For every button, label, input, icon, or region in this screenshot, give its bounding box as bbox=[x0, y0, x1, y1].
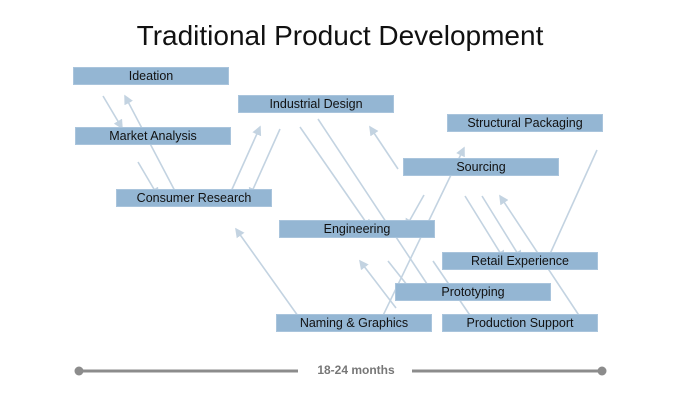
stage-sourcing: Sourcing bbox=[403, 158, 559, 176]
connector-arrow bbox=[299, 126, 371, 230]
connector-arrow bbox=[248, 128, 281, 198]
stage-market-analysis: Market Analysis bbox=[75, 127, 231, 145]
stage-retail-experience: Retail Experience bbox=[442, 252, 598, 270]
connector-arrow bbox=[481, 195, 522, 261]
connector-arrow bbox=[543, 149, 598, 267]
connector-arrow bbox=[228, 125, 262, 197]
connector-arrow bbox=[359, 259, 397, 309]
timeline-end-dot bbox=[597, 366, 607, 376]
stage-prototyping: Prototyping bbox=[395, 283, 551, 301]
timeline-start-dot bbox=[74, 366, 84, 376]
connector-arrow bbox=[369, 125, 399, 170]
stage-engineering: Engineering bbox=[279, 220, 435, 238]
connector-arrow bbox=[317, 118, 434, 295]
connector-arrow bbox=[375, 146, 465, 331]
connector-arrow bbox=[235, 227, 309, 331]
stage-ideation: Ideation bbox=[73, 67, 229, 85]
stage-industrial-design: Industrial Design bbox=[238, 95, 394, 113]
timeline-label: 18-24 months bbox=[317, 363, 395, 377]
stage-structural-packaging: Structural Packaging bbox=[447, 114, 603, 132]
stage-naming-graphics: Naming & Graphics bbox=[276, 314, 432, 332]
connector-arrow bbox=[102, 95, 123, 130]
stage-consumer-research: Consumer Research bbox=[116, 189, 272, 207]
stage-production-support: Production Support bbox=[442, 314, 598, 332]
connector-arrow bbox=[464, 195, 505, 261]
timeline bbox=[74, 366, 607, 376]
diagram-title: Traditional Product Development bbox=[136, 20, 544, 51]
